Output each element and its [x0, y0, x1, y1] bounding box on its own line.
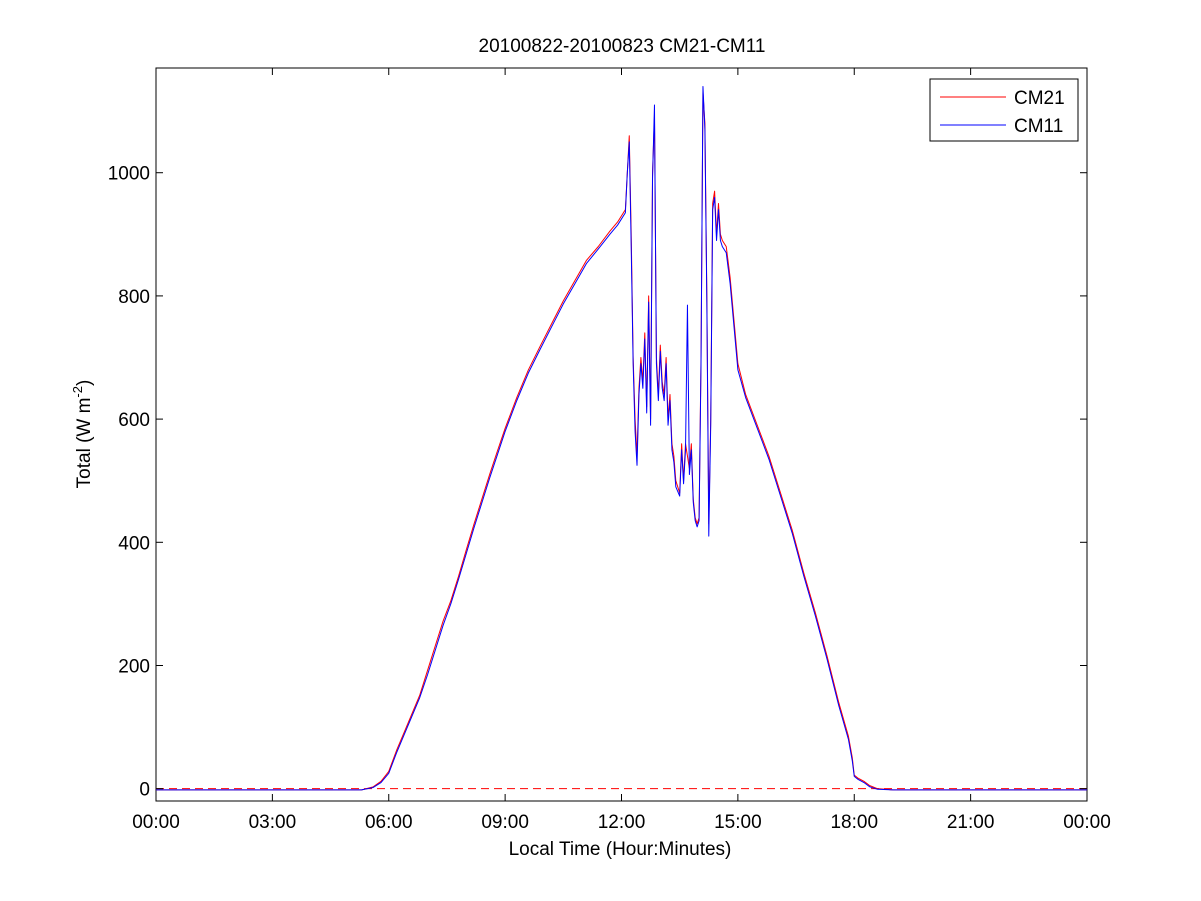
x-tick-label: 09:00 — [481, 812, 529, 833]
chart-title: 20100822-20100823 CM21-CM11 — [479, 36, 766, 57]
legend-box — [929, 78, 1079, 142]
x-tick-label: 03:00 — [249, 812, 297, 833]
x-tick-label: 06:00 — [365, 812, 413, 833]
legend-label-cm11: CM11 — [1014, 116, 1063, 137]
x-tick-label: 00:00 — [132, 812, 180, 833]
y-tick-label: 800 — [118, 287, 150, 308]
y-axis-label-superscript: -2 — [70, 386, 85, 398]
x-tick-label: 00:00 — [1063, 812, 1111, 833]
x-tick-label: 18:00 — [830, 812, 878, 833]
y-tick-label: 200 — [118, 656, 150, 677]
ticks-layer: 00:00 03:00 06:00 09:00 12:00 15:00 18:00 21:00… — [108, 68, 1111, 833]
y-tick-label: 600 — [118, 410, 150, 431]
y-tick-label: 400 — [118, 533, 150, 554]
plot-area: 00:00 03:00 06:00 09:00 12:00 15:00 18:00 21:00… — [108, 67, 1111, 833]
legend: CM21 CM11 — [929, 78, 1079, 142]
y-axis-label-main: Total (W m — [74, 398, 95, 489]
x-tick-label: 12:00 — [598, 812, 646, 833]
axes-box — [155, 67, 1088, 802]
y-tick-label: 1000 — [108, 164, 150, 185]
x-axis-label: Local Time (Hour:Minutes) — [509, 839, 732, 860]
y-axis-label-suffix: ) — [74, 380, 95, 386]
series-line-cm11 — [156, 85, 1087, 791]
x-tick-label: 21:00 — [947, 812, 995, 833]
legend-label-cm21: CM21 — [1014, 88, 1065, 109]
y-axis-label: Total (W m-2) — [70, 380, 95, 489]
x-tick-label: 15:00 — [714, 812, 762, 833]
series-layer — [156, 85, 1087, 791]
y-tick-label: 0 — [139, 780, 150, 801]
